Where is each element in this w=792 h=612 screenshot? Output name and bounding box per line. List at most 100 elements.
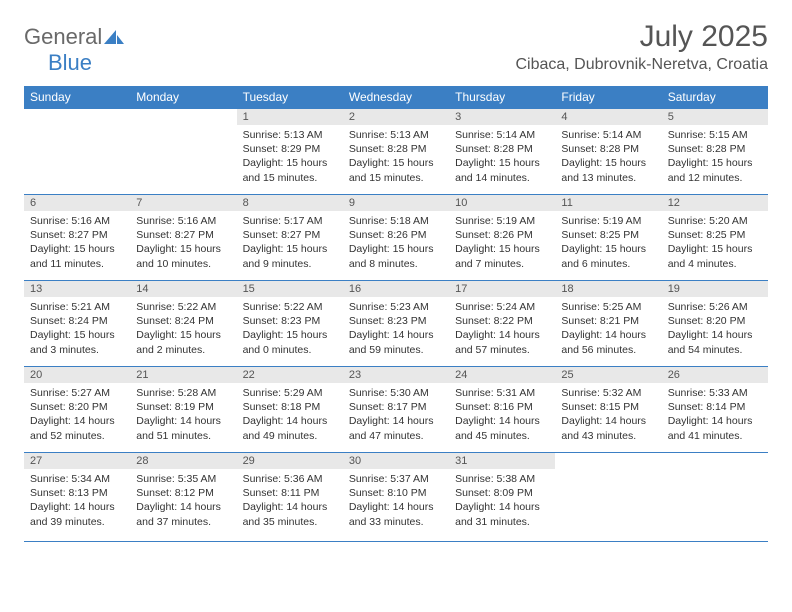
day-data: Sunrise: 5:17 AMSunset: 8:27 PMDaylight:… — [237, 211, 343, 275]
calendar-day-cell: 4Sunrise: 5:14 AMSunset: 8:28 PMDaylight… — [555, 109, 661, 195]
calendar-day-cell: 7Sunrise: 5:16 AMSunset: 8:27 PMDaylight… — [130, 195, 236, 281]
location-text: Cibaca, Dubrovnik-Neretva, Croatia — [515, 56, 768, 74]
day-number — [555, 453, 661, 457]
calendar-day-cell: 22Sunrise: 5:29 AMSunset: 8:18 PMDayligh… — [237, 367, 343, 453]
day-data: Sunrise: 5:16 AMSunset: 8:27 PMDaylight:… — [130, 211, 236, 275]
weekday-header: Tuesday — [237, 86, 343, 109]
day-number: 27 — [24, 453, 130, 469]
weekday-header: Sunday — [24, 86, 130, 109]
calendar-day-cell: 13Sunrise: 5:21 AMSunset: 8:24 PMDayligh… — [24, 281, 130, 367]
calendar-week-row: 13Sunrise: 5:21 AMSunset: 8:24 PMDayligh… — [24, 281, 768, 367]
sail-icon — [104, 28, 124, 49]
calendar-day-cell: 1Sunrise: 5:13 AMSunset: 8:29 PMDaylight… — [237, 109, 343, 195]
weekday-header: Monday — [130, 86, 236, 109]
day-data: Sunrise: 5:24 AMSunset: 8:22 PMDaylight:… — [449, 297, 555, 361]
calendar-day-cell: 31Sunrise: 5:38 AMSunset: 8:09 PMDayligh… — [449, 453, 555, 539]
calendar-day-cell: 16Sunrise: 5:23 AMSunset: 8:23 PMDayligh… — [343, 281, 449, 367]
logo-word-2: Blue — [48, 50, 92, 75]
day-number: 20 — [24, 367, 130, 383]
day-data: Sunrise: 5:30 AMSunset: 8:17 PMDaylight:… — [343, 383, 449, 447]
logo-word-1: General — [24, 24, 102, 49]
calendar-day-cell: 24Sunrise: 5:31 AMSunset: 8:16 PMDayligh… — [449, 367, 555, 453]
day-data: Sunrise: 5:29 AMSunset: 8:18 PMDaylight:… — [237, 383, 343, 447]
weekday-header: Friday — [555, 86, 661, 109]
header: General Blue July 2025 Cibaca, Dubrovnik… — [24, 20, 768, 76]
day-data: Sunrise: 5:21 AMSunset: 8:24 PMDaylight:… — [24, 297, 130, 361]
day-data: Sunrise: 5:26 AMSunset: 8:20 PMDaylight:… — [662, 297, 768, 361]
day-data: Sunrise: 5:25 AMSunset: 8:21 PMDaylight:… — [555, 297, 661, 361]
weekday-header: Thursday — [449, 86, 555, 109]
day-data: Sunrise: 5:31 AMSunset: 8:16 PMDaylight:… — [449, 383, 555, 447]
day-number — [24, 109, 130, 113]
calendar-day-cell: 14Sunrise: 5:22 AMSunset: 8:24 PMDayligh… — [130, 281, 236, 367]
calendar-day-cell: 27Sunrise: 5:34 AMSunset: 8:13 PMDayligh… — [24, 453, 130, 539]
day-number: 23 — [343, 367, 449, 383]
day-number: 26 — [662, 367, 768, 383]
day-number: 11 — [555, 195, 661, 211]
calendar-day-cell — [662, 453, 768, 539]
day-data: Sunrise: 5:20 AMSunset: 8:25 PMDaylight:… — [662, 211, 768, 275]
calendar-week-row: 20Sunrise: 5:27 AMSunset: 8:20 PMDayligh… — [24, 367, 768, 453]
day-number: 9 — [343, 195, 449, 211]
day-data: Sunrise: 5:13 AMSunset: 8:28 PMDaylight:… — [343, 125, 449, 189]
calendar-day-cell: 30Sunrise: 5:37 AMSunset: 8:10 PMDayligh… — [343, 453, 449, 539]
day-data: Sunrise: 5:28 AMSunset: 8:19 PMDaylight:… — [130, 383, 236, 447]
day-data: Sunrise: 5:23 AMSunset: 8:23 PMDaylight:… — [343, 297, 449, 361]
day-data: Sunrise: 5:15 AMSunset: 8:28 PMDaylight:… — [662, 125, 768, 189]
calendar-day-cell: 9Sunrise: 5:18 AMSunset: 8:26 PMDaylight… — [343, 195, 449, 281]
calendar-day-cell: 28Sunrise: 5:35 AMSunset: 8:12 PMDayligh… — [130, 453, 236, 539]
day-data: Sunrise: 5:38 AMSunset: 8:09 PMDaylight:… — [449, 469, 555, 533]
day-data: Sunrise: 5:22 AMSunset: 8:23 PMDaylight:… — [237, 297, 343, 361]
calendar-day-cell: 11Sunrise: 5:19 AMSunset: 8:25 PMDayligh… — [555, 195, 661, 281]
day-data: Sunrise: 5:16 AMSunset: 8:27 PMDaylight:… — [24, 211, 130, 275]
day-data: Sunrise: 5:14 AMSunset: 8:28 PMDaylight:… — [449, 125, 555, 189]
day-number: 19 — [662, 281, 768, 297]
day-number: 5 — [662, 109, 768, 125]
calendar-week-row: 6Sunrise: 5:16 AMSunset: 8:27 PMDaylight… — [24, 195, 768, 281]
calendar-day-cell: 8Sunrise: 5:17 AMSunset: 8:27 PMDaylight… — [237, 195, 343, 281]
day-number: 18 — [555, 281, 661, 297]
weekday-header-row: SundayMondayTuesdayWednesdayThursdayFrid… — [24, 86, 768, 109]
calendar-table: SundayMondayTuesdayWednesdayThursdayFrid… — [24, 86, 768, 539]
day-number: 12 — [662, 195, 768, 211]
calendar-day-cell: 20Sunrise: 5:27 AMSunset: 8:20 PMDayligh… — [24, 367, 130, 453]
day-data: Sunrise: 5:37 AMSunset: 8:10 PMDaylight:… — [343, 469, 449, 533]
day-number: 31 — [449, 453, 555, 469]
day-number: 13 — [24, 281, 130, 297]
calendar-day-cell: 26Sunrise: 5:33 AMSunset: 8:14 PMDayligh… — [662, 367, 768, 453]
calendar-day-cell: 19Sunrise: 5:26 AMSunset: 8:20 PMDayligh… — [662, 281, 768, 367]
calendar-day-cell: 29Sunrise: 5:36 AMSunset: 8:11 PMDayligh… — [237, 453, 343, 539]
day-number — [662, 453, 768, 457]
calendar-day-cell: 23Sunrise: 5:30 AMSunset: 8:17 PMDayligh… — [343, 367, 449, 453]
calendar-body: 1Sunrise: 5:13 AMSunset: 8:29 PMDaylight… — [24, 109, 768, 539]
day-number: 4 — [555, 109, 661, 125]
day-number — [130, 109, 236, 113]
day-data: Sunrise: 5:36 AMSunset: 8:11 PMDaylight:… — [237, 469, 343, 533]
calendar-day-cell — [555, 453, 661, 539]
calendar-week-row: 1Sunrise: 5:13 AMSunset: 8:29 PMDaylight… — [24, 109, 768, 195]
calendar-week-row: 27Sunrise: 5:34 AMSunset: 8:13 PMDayligh… — [24, 453, 768, 539]
calendar-day-cell: 2Sunrise: 5:13 AMSunset: 8:28 PMDaylight… — [343, 109, 449, 195]
day-number: 8 — [237, 195, 343, 211]
day-number: 14 — [130, 281, 236, 297]
calendar-day-cell: 17Sunrise: 5:24 AMSunset: 8:22 PMDayligh… — [449, 281, 555, 367]
calendar-day-cell: 3Sunrise: 5:14 AMSunset: 8:28 PMDaylight… — [449, 109, 555, 195]
day-number: 30 — [343, 453, 449, 469]
calendar-day-cell — [24, 109, 130, 195]
day-number: 28 — [130, 453, 236, 469]
day-number: 17 — [449, 281, 555, 297]
calendar-day-cell: 10Sunrise: 5:19 AMSunset: 8:26 PMDayligh… — [449, 195, 555, 281]
day-number: 25 — [555, 367, 661, 383]
calendar-day-cell: 5Sunrise: 5:15 AMSunset: 8:28 PMDaylight… — [662, 109, 768, 195]
day-number: 24 — [449, 367, 555, 383]
day-data: Sunrise: 5:18 AMSunset: 8:26 PMDaylight:… — [343, 211, 449, 275]
calendar-day-cell: 15Sunrise: 5:22 AMSunset: 8:23 PMDayligh… — [237, 281, 343, 367]
day-data: Sunrise: 5:32 AMSunset: 8:15 PMDaylight:… — [555, 383, 661, 447]
weekday-header: Wednesday — [343, 86, 449, 109]
day-number: 2 — [343, 109, 449, 125]
day-number: 3 — [449, 109, 555, 125]
day-data: Sunrise: 5:34 AMSunset: 8:13 PMDaylight:… — [24, 469, 130, 533]
bottom-rule — [24, 541, 768, 542]
calendar-day-cell: 25Sunrise: 5:32 AMSunset: 8:15 PMDayligh… — [555, 367, 661, 453]
day-number: 10 — [449, 195, 555, 211]
